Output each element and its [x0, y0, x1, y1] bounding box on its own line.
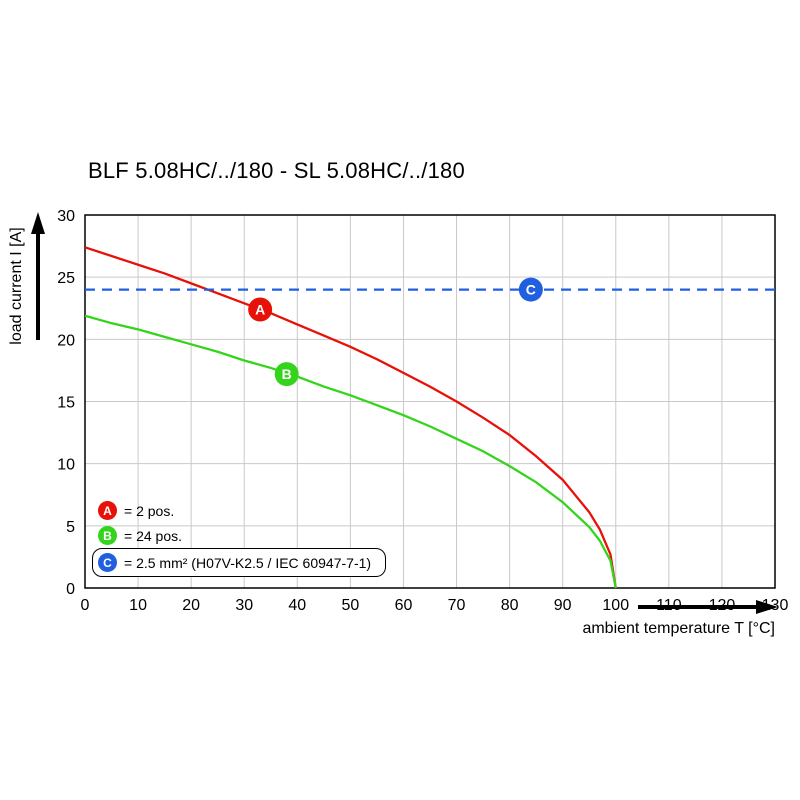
legend-label-a: = 2 pos. — [124, 502, 175, 519]
svg-text:50: 50 — [341, 597, 359, 614]
svg-text:80: 80 — [501, 597, 519, 614]
svg-text:0: 0 — [66, 581, 75, 598]
curve-A — [84, 246, 617, 589]
svg-text:20: 20 — [57, 332, 75, 349]
svg-text:70: 70 — [448, 597, 466, 614]
svg-text:30: 30 — [57, 208, 75, 225]
legend-label-c: = 2.5 mm² (H07V-K2.5 / IEC 60947-7-1) — [124, 554, 372, 571]
legend-marker-a-icon: A — [98, 501, 117, 520]
svg-text:C: C — [526, 282, 536, 298]
svg-text:25: 25 — [57, 270, 75, 287]
svg-text:10: 10 — [57, 457, 75, 474]
svg-text:30: 30 — [235, 597, 253, 614]
x-axis-label: ambient temperature T [°C] — [582, 620, 775, 637]
legend-marker-c-icon: C — [98, 553, 117, 572]
grid-lines — [85, 215, 775, 588]
curve-B — [84, 314, 617, 589]
y-tick-labels: 0 5 10 15 20 25 30 — [57, 208, 75, 598]
svg-text:60: 60 — [395, 597, 413, 614]
chart-title: BLF 5.08HC/../180 - SL 5.08HC/../180 — [88, 158, 465, 183]
x-axis-arrow-icon — [638, 600, 778, 614]
svg-text:10: 10 — [129, 597, 147, 614]
svg-text:90: 90 — [554, 597, 572, 614]
marker-a-icon: A — [248, 297, 273, 322]
marker-c-icon: C — [518, 277, 543, 302]
svg-text:15: 15 — [57, 395, 75, 412]
legend-item-c: C = 2.5 mm² (H07V-K2.5 / IEC 60947-7-1) — [92, 548, 387, 577]
marker-b-icon: B — [274, 362, 299, 387]
legend-label-b: = 24 pos. — [124, 527, 182, 544]
svg-text:A: A — [255, 301, 265, 317]
svg-text:0: 0 — [81, 597, 90, 614]
y-axis-label: load current I [A] — [8, 227, 25, 345]
plot-border — [84, 214, 776, 589]
legend-item-a: A = 2 pos. — [98, 501, 174, 520]
svg-text:20: 20 — [182, 597, 200, 614]
legend-item-b: B = 24 pos. — [98, 526, 182, 545]
svg-text:B: B — [282, 366, 292, 382]
y-axis-arrow-icon — [31, 212, 45, 340]
svg-text:5: 5 — [66, 519, 75, 536]
legend-marker-b-icon: B — [98, 526, 117, 545]
svg-text:40: 40 — [288, 597, 306, 614]
svg-text:100: 100 — [602, 597, 629, 614]
x-tick-labels: 0102030405060708090100110120130 — [81, 597, 789, 614]
